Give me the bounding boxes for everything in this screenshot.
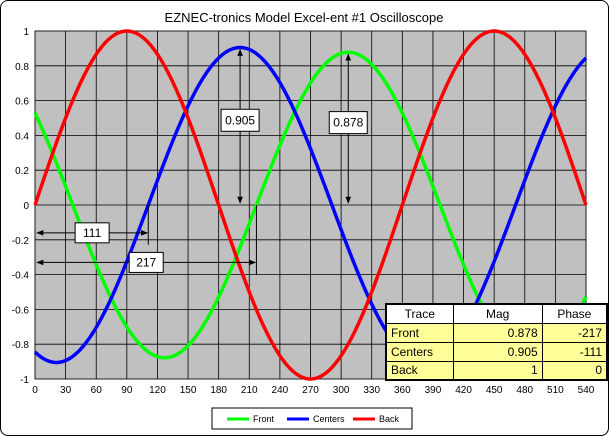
legend-box bbox=[211, 407, 413, 430]
peak-front-label-box bbox=[328, 111, 368, 135]
x-tick-label: 60 bbox=[91, 385, 103, 396]
x-tick-label: 270 bbox=[302, 385, 319, 396]
x-tick-label: 450 bbox=[486, 385, 503, 396]
legend-label-centers: Centers bbox=[313, 414, 345, 424]
table-cell: Front bbox=[385, 322, 454, 343]
table-cell: Centers bbox=[385, 341, 454, 362]
y-tick-label: 0.8 bbox=[15, 62, 29, 73]
chart-title: EZNEC-tronics Model Excel-ent #1 Oscillo… bbox=[165, 10, 444, 25]
legend: Front Centers Back bbox=[211, 407, 413, 430]
table-cell: 1 bbox=[452, 360, 543, 381]
x-tick-label: 420 bbox=[455, 385, 472, 396]
y-tick-label: 1 bbox=[23, 27, 29, 38]
y-tick-label: 0.6 bbox=[15, 97, 29, 108]
table-cell: -111 bbox=[541, 341, 608, 362]
x-axis-tick-labels: 0 30 60 90 120 150 180 210 240 270 300 330 360 390 420… bbox=[32, 385, 595, 396]
measurement-annotations: 0.905 0.878 111 217 bbox=[36, 48, 368, 275]
table-row: Centers 0.905 -111 bbox=[385, 341, 608, 362]
y-tick-label: -0.8 bbox=[12, 340, 30, 351]
y-axis-tick-labels: 1 0.8 0.6 0.4 0.2 0 -0.2 -0.4 -0.6 -0.8 -1 bbox=[12, 27, 30, 386]
trace-data-table: Trace Mag Phase Front 0.878 -217 Centers… bbox=[385, 303, 608, 381]
peak-centers-label-box bbox=[220, 108, 260, 132]
table-header-row: Trace Mag Phase bbox=[385, 303, 608, 324]
table-cell: 0 bbox=[541, 360, 608, 381]
x-tick-label: 510 bbox=[547, 385, 564, 396]
y-tick-label: -0.6 bbox=[12, 305, 30, 316]
y-tick-label: -0.4 bbox=[12, 271, 30, 282]
table-row: Front 0.878 -217 bbox=[385, 322, 608, 343]
x-tick-label: 30 bbox=[60, 385, 72, 396]
x-tick-label: 240 bbox=[272, 385, 289, 396]
table-cell: 0.905 bbox=[452, 341, 543, 362]
table-cell: Back bbox=[385, 360, 454, 381]
legend-label-front: Front bbox=[253, 414, 275, 424]
peak-centers-label: 0.905 bbox=[225, 113, 255, 127]
shift-front-label-box bbox=[128, 251, 164, 273]
x-tick-label: 330 bbox=[363, 385, 380, 396]
x-tick-label: 150 bbox=[180, 385, 197, 396]
y-tick-label: -0.2 bbox=[12, 236, 30, 247]
series-line-back bbox=[33, 29, 588, 381]
x-tick-label: 0 bbox=[32, 385, 38, 396]
shift-centers-label-box bbox=[74, 222, 110, 244]
peak-front-label: 0.878 bbox=[333, 116, 363, 130]
y-tick-label: 0.4 bbox=[15, 131, 29, 142]
x-tick-label: 300 bbox=[333, 385, 350, 396]
y-tick-label: 0 bbox=[23, 201, 29, 212]
table-header-cell: Mag bbox=[452, 303, 543, 324]
table-row: Back 1 0 bbox=[385, 360, 608, 381]
x-tick-label: 540 bbox=[578, 385, 595, 396]
x-tick-label: 120 bbox=[149, 385, 166, 396]
legend-label-back: Back bbox=[379, 414, 400, 424]
shift-centers-label: 111 bbox=[83, 226, 102, 240]
x-tick-label: 360 bbox=[394, 385, 411, 396]
y-tick-label: 0.2 bbox=[15, 166, 29, 177]
shift-front-label: 217 bbox=[136, 255, 156, 269]
x-tick-label: 180 bbox=[210, 385, 227, 396]
table-cell: -217 bbox=[541, 322, 608, 343]
table-header-cell: Trace bbox=[385, 303, 454, 324]
x-tick-label: 480 bbox=[516, 385, 533, 396]
x-tick-label: 90 bbox=[121, 385, 133, 396]
y-tick-label: -1 bbox=[20, 375, 29, 386]
table-header-cell: Phase bbox=[541, 303, 608, 324]
x-tick-label: 390 bbox=[425, 385, 442, 396]
x-tick-label: 210 bbox=[241, 385, 258, 396]
table-cell: 0.878 bbox=[452, 322, 543, 343]
